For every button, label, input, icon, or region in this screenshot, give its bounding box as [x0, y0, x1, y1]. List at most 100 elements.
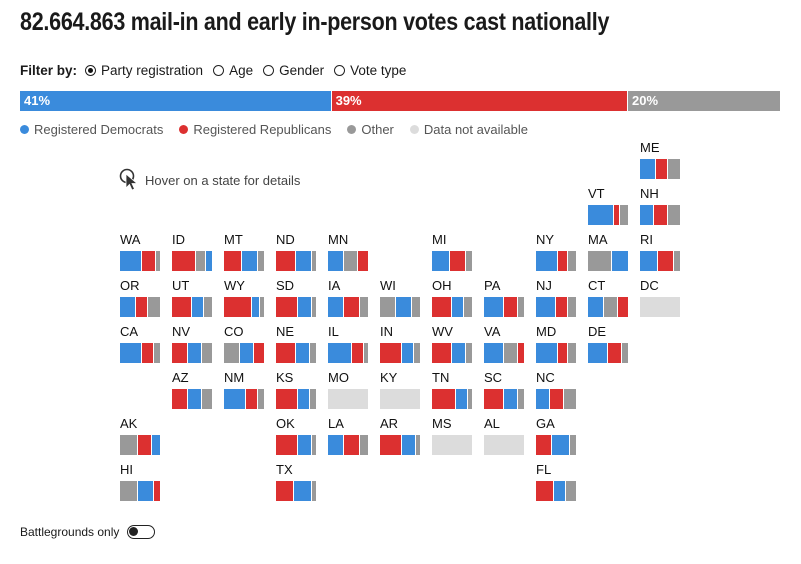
- state-tile-al[interactable]: AL: [484, 417, 524, 457]
- filter-gender[interactable]: Gender: [263, 63, 324, 78]
- state-tile-wy[interactable]: WY: [224, 279, 264, 319]
- state-segment-rep: [618, 297, 628, 317]
- state-tile-nj[interactable]: NJ: [536, 279, 576, 319]
- state-tile-mo[interactable]: MO: [328, 371, 368, 411]
- state-tile-ks[interactable]: KS: [276, 371, 316, 411]
- state-segment-rep: [276, 481, 294, 501]
- state-tile-in[interactable]: IN: [380, 325, 420, 365]
- state-tile-or[interactable]: OR: [120, 279, 160, 319]
- state-tile-il[interactable]: IL: [328, 325, 368, 365]
- state-tile-ne[interactable]: NE: [276, 325, 316, 365]
- state-tile-az[interactable]: AZ: [172, 371, 212, 411]
- state-tile-mn[interactable]: MN: [328, 233, 368, 273]
- radio-icon[interactable]: [85, 64, 97, 76]
- state-segment-rep: [608, 343, 622, 363]
- state-label: WV: [432, 324, 453, 339]
- filter-age[interactable]: Age: [213, 63, 253, 78]
- state-segment-dem: [588, 297, 604, 317]
- state-segment-other: [674, 251, 680, 271]
- state-tile-hi[interactable]: HI: [120, 463, 160, 503]
- radio-icon[interactable]: [263, 64, 275, 76]
- state-segment-other: [414, 343, 420, 363]
- radio-icon[interactable]: [334, 64, 346, 76]
- state-tile-dc[interactable]: DC: [640, 279, 680, 319]
- filter-vote-type[interactable]: Vote type: [334, 63, 406, 78]
- state-tile-wv[interactable]: WV: [432, 325, 472, 365]
- state-tile-ut[interactable]: UT: [172, 279, 212, 319]
- state-tile-nh[interactable]: NH: [640, 187, 680, 227]
- state-segment-rep: [558, 343, 568, 363]
- national-bar: 41% 39% 20%: [20, 91, 780, 111]
- state-tile-sd[interactable]: SD: [276, 279, 316, 319]
- state-tile-la[interactable]: LA: [328, 417, 368, 457]
- state-tile-ct[interactable]: CT: [588, 279, 628, 319]
- legend-dot-icon: [347, 125, 357, 134]
- radio-icon[interactable]: [213, 64, 225, 76]
- state-tile-ok[interactable]: OK: [276, 417, 316, 457]
- state-bar: [380, 343, 420, 363]
- state-tile-tx[interactable]: TX: [276, 463, 316, 503]
- state-segment-rep: [550, 389, 564, 409]
- state-segment-other: [380, 297, 396, 317]
- state-tile-ri[interactable]: RI: [640, 233, 680, 273]
- state-tile-va[interactable]: VA: [484, 325, 524, 365]
- filter-label: Filter by:: [20, 62, 78, 78]
- state-tile-oh[interactable]: OH: [432, 279, 472, 319]
- state-tile-id[interactable]: ID: [172, 233, 212, 273]
- state-tile-nv[interactable]: NV: [172, 325, 212, 365]
- state-tile-ky[interactable]: KY: [380, 371, 420, 411]
- state-label: AK: [120, 416, 138, 431]
- state-tile-ak[interactable]: AK: [120, 417, 160, 457]
- filter-party-registration[interactable]: Party registration: [85, 63, 203, 78]
- state-bar: [432, 251, 472, 271]
- state-tile-ms[interactable]: MS: [432, 417, 472, 457]
- state-tile-nc[interactable]: NC: [536, 371, 576, 411]
- state-tile-vt[interactable]: VT: [588, 187, 628, 227]
- state-segment-other: [310, 389, 316, 409]
- state-label: DE: [588, 324, 607, 339]
- state-label: NV: [172, 324, 191, 339]
- state-tile-nd[interactable]: ND: [276, 233, 316, 273]
- state-tile-wa[interactable]: WA: [120, 233, 160, 273]
- state-tile-wi[interactable]: WI: [380, 279, 420, 319]
- state-tile-mi[interactable]: MI: [432, 233, 472, 273]
- state-segment-dem: [298, 389, 310, 409]
- state-tile-tn[interactable]: TN: [432, 371, 472, 411]
- state-segment-other: [466, 343, 472, 363]
- state-segment-other: [148, 297, 160, 317]
- state-bar: [276, 389, 316, 409]
- state-tile-ma[interactable]: MA: [588, 233, 628, 273]
- state-segment-other: [224, 343, 240, 363]
- legend-item-other: Other: [347, 122, 394, 137]
- state-segment-other: [156, 251, 160, 271]
- state-segment-dem: [484, 343, 504, 363]
- state-bar: [172, 343, 212, 363]
- state-tile-co[interactable]: CO: [224, 325, 264, 365]
- state-segment-other: [620, 205, 628, 225]
- state-tile-md[interactable]: MD: [536, 325, 576, 365]
- state-tile-de[interactable]: DE: [588, 325, 628, 365]
- toggle-knob[interactable]: [129, 527, 139, 536]
- state-label: CA: [120, 324, 139, 339]
- state-tile-fl[interactable]: FL: [536, 463, 576, 503]
- state-tile-ar[interactable]: AR: [380, 417, 420, 457]
- legend-item-dem: Registered Democrats: [20, 122, 163, 137]
- state-tile-pa[interactable]: PA: [484, 279, 524, 319]
- state-bar: [536, 297, 576, 317]
- national-segment-dem[interactable]: 41%: [20, 91, 332, 111]
- national-segment-other[interactable]: 20%: [627, 91, 780, 111]
- state-tile-me[interactable]: ME: [640, 141, 680, 181]
- state-tile-sc[interactable]: SC: [484, 371, 524, 411]
- state-tile-ny[interactable]: NY: [536, 233, 576, 273]
- battlegrounds-toggle[interactable]: [127, 525, 156, 539]
- state-tile-mt[interactable]: MT: [224, 233, 264, 273]
- state-tile-ga[interactable]: GA: [536, 417, 576, 457]
- state-tile-ca[interactable]: CA: [120, 325, 160, 365]
- state-bar: [640, 297, 680, 317]
- state-bar: [484, 297, 524, 317]
- state-tile-nm[interactable]: NM: [224, 371, 264, 411]
- state-segment-other: [258, 389, 264, 409]
- national-segment-rep[interactable]: 39%: [331, 91, 628, 111]
- state-segment-rep: [344, 435, 360, 455]
- state-tile-ia[interactable]: IA: [328, 279, 368, 319]
